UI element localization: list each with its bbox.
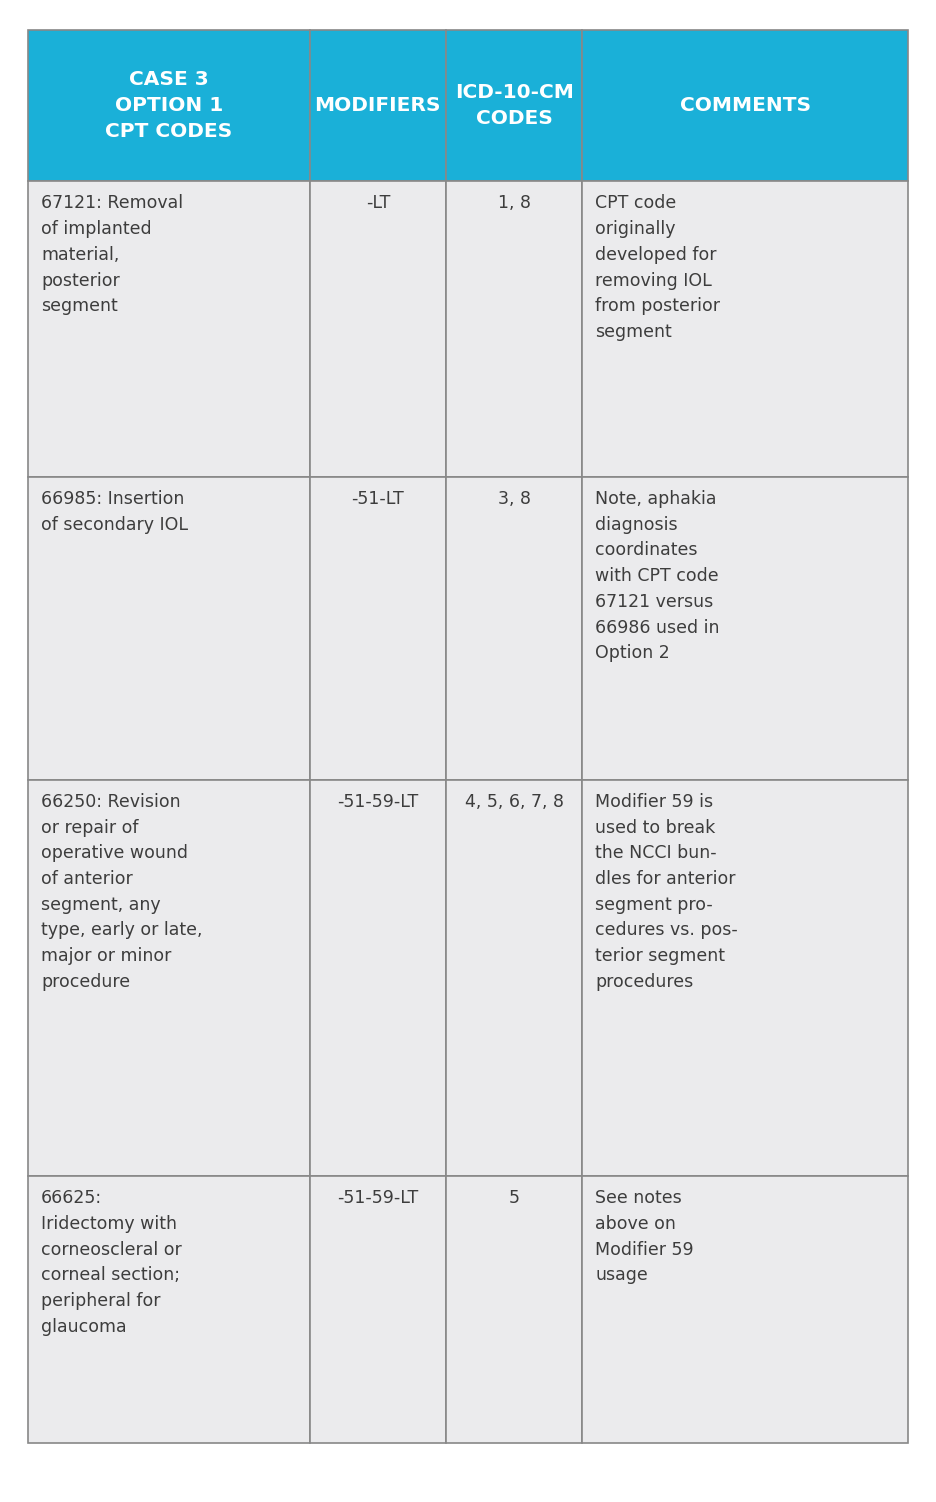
Text: 5: 5 [508, 1190, 519, 1208]
Bar [446, 182, 582, 478]
Bar [310, 478, 446, 780]
Text: -51-59-LT: -51-59-LT [337, 793, 418, 811]
Bar [446, 478, 582, 780]
Text: MODIFIERS: MODIFIERS [314, 96, 441, 116]
Bar [28, 182, 310, 478]
Bar [310, 780, 446, 1176]
Bar [28, 1176, 310, 1443]
Bar [582, 1176, 908, 1443]
Bar [582, 780, 908, 1176]
Text: CASE 3
OPTION 1
CPT CODES: CASE 3 OPTION 1 CPT CODES [105, 71, 232, 141]
Bar [310, 1176, 446, 1443]
Bar [446, 30, 582, 182]
Text: COMMENTS: COMMENTS [680, 96, 811, 116]
Text: Note, aphakia
diagnosis
coordinates
with CPT code
67121 versus
66986 used in
Opt: Note, aphakia diagnosis coordinates with… [595, 490, 720, 662]
Text: 66625:
Iridectomy with
corneoscleral or
corneal section;
peripheral for
glaucoma: 66625: Iridectomy with corneoscleral or … [41, 1190, 182, 1335]
Text: 3, 8: 3, 8 [498, 490, 531, 508]
Bar [446, 1176, 582, 1443]
Text: 66250: Revision
or repair of
operative wound
of anterior
segment, any
type, earl: 66250: Revision or repair of operative w… [41, 793, 202, 991]
Bar [310, 30, 446, 182]
Text: 1, 8: 1, 8 [498, 194, 531, 212]
Text: -51-59-LT: -51-59-LT [337, 1190, 418, 1208]
Text: See notes
above on
Modifier 59
usage: See notes above on Modifier 59 usage [595, 1190, 694, 1284]
Bar [582, 30, 908, 182]
Bar [28, 30, 310, 182]
Bar [28, 780, 310, 1176]
Text: CPT code
originally
developed for
removing IOL
from posterior
segment: CPT code originally developed for removi… [595, 194, 721, 341]
Text: -51-LT: -51-LT [351, 490, 404, 508]
Bar [582, 478, 908, 780]
Bar [582, 182, 908, 478]
Text: 67121: Removal
of implanted
material,
posterior
segment: 67121: Removal of implanted material, po… [41, 194, 183, 315]
Text: 66985: Insertion
of secondary IOL: 66985: Insertion of secondary IOL [41, 490, 188, 533]
Text: -LT: -LT [366, 194, 390, 212]
Bar [310, 182, 446, 478]
Text: Modifier 59 is
used to break
the NCCI bun-
dles for anterior
segment pro-
cedure: Modifier 59 is used to break the NCCI bu… [595, 793, 739, 991]
Bar [28, 478, 310, 780]
Text: ICD-10-CM
CODES: ICD-10-CM CODES [455, 84, 574, 128]
Bar [446, 780, 582, 1176]
Text: 4, 5, 6, 7, 8: 4, 5, 6, 7, 8 [464, 793, 563, 811]
